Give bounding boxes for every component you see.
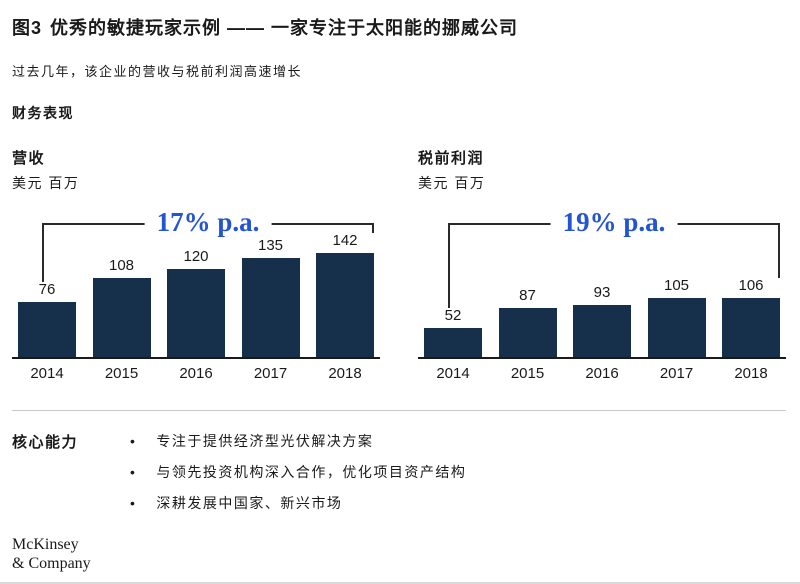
bar-rect [241,258,300,357]
x-tick-label: 2015 [104,365,139,382]
x-tick-label: 2017 [253,365,288,382]
figure-label: 图3 [12,18,43,38]
chart-title: 税前利润 [418,150,485,167]
bar-2016: 120 [167,248,225,357]
bar-2017: 105 [647,277,706,357]
bar-value-label: 108 [108,257,135,274]
page-subtitle: 过去几年，该企业的营收与税前利润高速增长 [12,64,303,79]
bar-value-label: 105 [663,277,690,294]
chart-title: 营收 [12,150,46,167]
bar-value-label: 135 [257,237,284,254]
x-axis-labels: 2014 2015 2016 2017 2018 [12,365,380,382]
bullet-icon: • [130,464,137,480]
capability-text: 专注于提供经济型光伏解决方案 [156,433,374,449]
bar-value-label: 93 [593,284,611,301]
bar-rect [316,253,374,357]
x-tick-label: 2017 [659,365,694,382]
bracket-left-tick [42,223,44,282]
bar-value-label: 76 [38,281,56,298]
capability-item: • 深耕发展中国家、新兴市场 [130,493,466,513]
x-tick-label: 2014 [30,365,64,382]
bar-value-label: 120 [183,248,209,265]
bar-value-label: 52 [444,307,462,324]
chart-plot-area: 52 87 93 105 106 19% p.a. [418,199,786,359]
bullet-icon: • [130,495,137,511]
capability-text: 与领先投资机构深入合作，优化项目资产结构 [156,464,467,480]
x-tick-label: 2018 [734,365,768,382]
capabilities-list: • 专注于提供经济型光伏解决方案 • 与领先投资机构深入合作，优化项目资产结构 • 深耕发… [130,431,466,524]
growth-rate-label: 17% p.a. [144,207,272,239]
bar-2014: 52 [424,307,482,357]
bracket-right-tick [372,223,374,234]
bar-2018: 106 [722,277,780,357]
growth-bracket: 19% p.a. [448,207,780,308]
bar-2017: 135 [241,237,300,357]
revenue-chart: 营收 美元 百万 76 108 120 135 142 17% p.a. 2014 201… [12,147,380,382]
bars-group: 76 108 120 135 142 [12,199,380,357]
bar-rect [92,278,151,357]
bar-rect [498,308,557,357]
bracket-left-tick [448,223,450,308]
bar-rect [647,298,706,357]
bar-rect [18,302,76,357]
capability-text: 深耕发展中国家、新兴市场 [156,495,343,511]
section-divider [12,410,786,411]
growth-rate-label: 19% p.a. [550,207,678,239]
bar-2014: 76 [18,281,76,357]
section-label: 财务表现 [12,105,74,121]
slide: 图3 优秀的敏捷玩家示例 —— 一家专注于太阳能的挪威公司 过去几年，该企业的营收… [0,14,800,584]
pretax-profit-chart: 税前利润 美元 百万 52 87 93 105 106 19% p.a. 2014 201… [418,147,786,382]
bar-rect [722,298,780,357]
bar-2015: 108 [92,257,151,357]
bar-rect [167,269,225,357]
x-tick-label: 2014 [436,365,470,382]
x-tick-label: 2016 [179,365,213,382]
capabilities-section: 核心能力 • 专注于提供经济型光伏解决方案 • 与领先投资机构深入合作，优化项目资产结… [12,431,786,524]
page-bottom-edge [0,582,800,584]
mckinsey-logo: McKinsey & Company [12,535,91,574]
x-tick-label: 2018 [328,365,362,382]
capability-item: • 与领先投资机构深入合作，优化项目资产结构 [130,462,466,482]
x-tick-label: 2016 [585,365,619,382]
logo-line-1: McKinsey [12,535,79,553]
chart-plot-area: 76 108 120 135 142 17% p.a. [12,199,380,359]
page-title: 图3 优秀的敏捷玩家示例 —— 一家专注于太阳能的挪威公司 [12,14,786,40]
bullet-icon: • [130,433,137,449]
growth-bracket: 17% p.a. [42,207,374,282]
bar-2016: 93 [573,284,631,357]
x-tick-label: 2015 [510,365,545,382]
page-title-text: 优秀的敏捷玩家示例 —— 一家专注于太阳能的挪威公司 [50,18,519,38]
logo-line-2: & Company [12,555,91,573]
bar-value-label: 87 [519,287,536,304]
chart-unit-label: 美元 百万 [12,175,80,191]
bar-value-label: 142 [332,232,358,249]
bracket-right-tick [778,223,780,278]
x-axis-labels: 2014 2015 2016 2017 2018 [418,365,786,382]
chart-unit-label: 美元 百万 [418,175,486,191]
bar-2018: 142 [316,232,374,357]
capabilities-label: 核心能力 [12,434,79,451]
bar-rect [573,305,631,357]
bar-value-label: 106 [738,277,764,294]
charts-row: 营收 美元 百万 76 108 120 135 142 17% p.a. 2014 201… [12,147,786,382]
bar-2015: 87 [498,287,557,357]
capability-item: • 专注于提供经济型光伏解决方案 [130,431,466,451]
bar-rect [424,328,482,357]
bars-group: 52 87 93 105 106 [418,199,786,357]
